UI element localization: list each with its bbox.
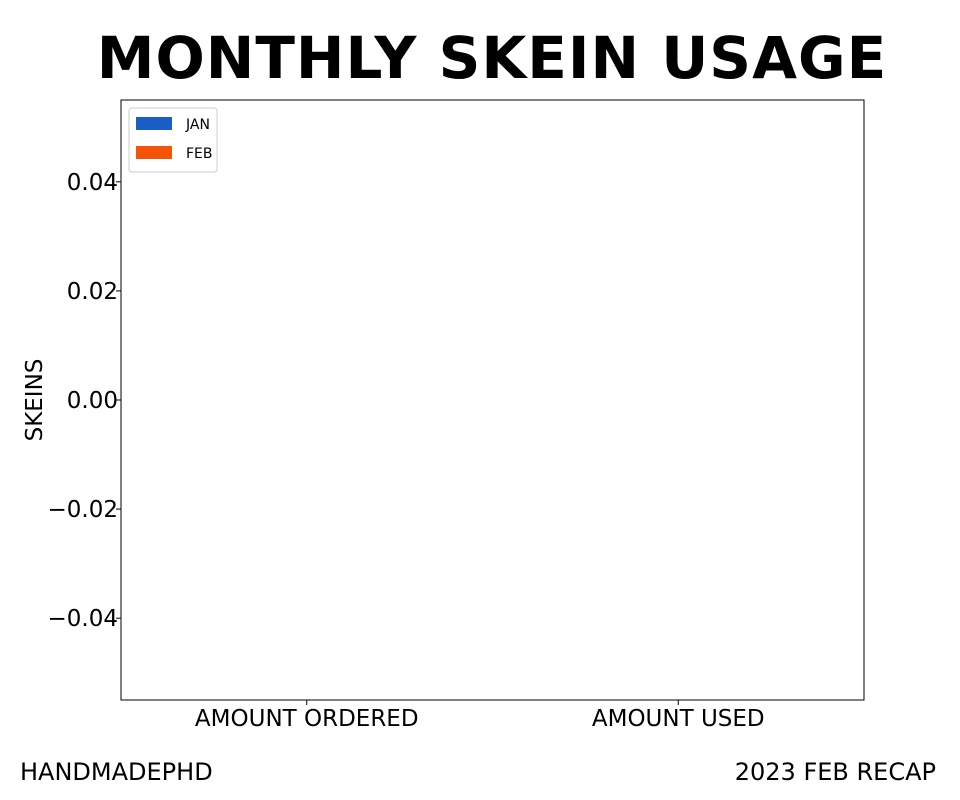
y-tick-label: −0.02 [48, 497, 118, 523]
legend: JAN FEB [128, 107, 218, 173]
legend-swatch-jan [136, 117, 172, 130]
y-tick-label: 0.00 [67, 388, 118, 414]
y-tick-label: −0.04 [48, 606, 118, 632]
footer-left-label: HANDMADEPHD [20, 758, 213, 786]
plot-area [120, 99, 865, 701]
x-tick-label: AMOUNT USED [592, 706, 765, 732]
y-tick-label: 0.02 [67, 279, 118, 305]
x-tick-label: AMOUNT ORDERED [195, 706, 419, 732]
chart-title: MONTHLY SKEIN USAGE [97, 24, 887, 92]
footer-right-label: 2023 FEB RECAP [734, 758, 936, 786]
legend-label-feb: FEB [186, 146, 213, 162]
y-axis-label: SKEINS [22, 359, 48, 442]
x-axis-ticks: AMOUNT ORDERED AMOUNT USED [195, 700, 765, 732]
y-axis-ticks: −0.04 −0.02 0.00 0.02 0.04 [48, 170, 121, 632]
legend-swatch-feb [136, 146, 172, 159]
y-tick-label: 0.04 [67, 170, 118, 196]
legend-label-jan: JAN [185, 117, 210, 133]
